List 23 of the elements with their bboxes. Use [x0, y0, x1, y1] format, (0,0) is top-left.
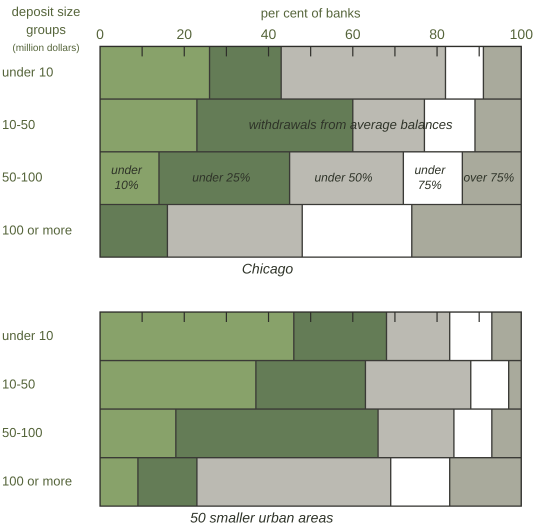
- series-label: over 75%: [463, 170, 514, 184]
- y-tick-label: under 10: [2, 328, 54, 343]
- text: 50 smaller urban areas: [190, 509, 334, 526]
- text: Chicago: [242, 260, 294, 276]
- x-axis-title: per cent of banks: [260, 5, 362, 20]
- y-axis-title: deposit size groups (million dollars): [12, 4, 80, 54]
- series-label: under 25%: [192, 170, 251, 184]
- series-label: under 75%: [414, 162, 446, 192]
- y-tick-label: under 10: [2, 64, 54, 80]
- y-tick-label: 50-100: [2, 424, 42, 440]
- x-tick-label: 60: [345, 26, 361, 42]
- series-label: under 10%: [111, 162, 143, 192]
- x-tick-label: 20: [176, 26, 192, 42]
- x-tick-label: 100: [510, 26, 534, 42]
- y-tick-label: 10-50: [2, 376, 36, 392]
- y-tick-label: 10-50: [2, 117, 36, 132]
- y-tick-label: 50-100: [2, 170, 42, 185]
- y-tick-label: 100 or more: [2, 474, 72, 489]
- x-tick-label: 80: [429, 26, 446, 42]
- x-tick-label: 40: [260, 26, 277, 42]
- y-tick-label: 100 or more: [2, 222, 72, 238]
- series-label: under 50%: [314, 170, 373, 184]
- x-tick-label: 0: [96, 26, 104, 42]
